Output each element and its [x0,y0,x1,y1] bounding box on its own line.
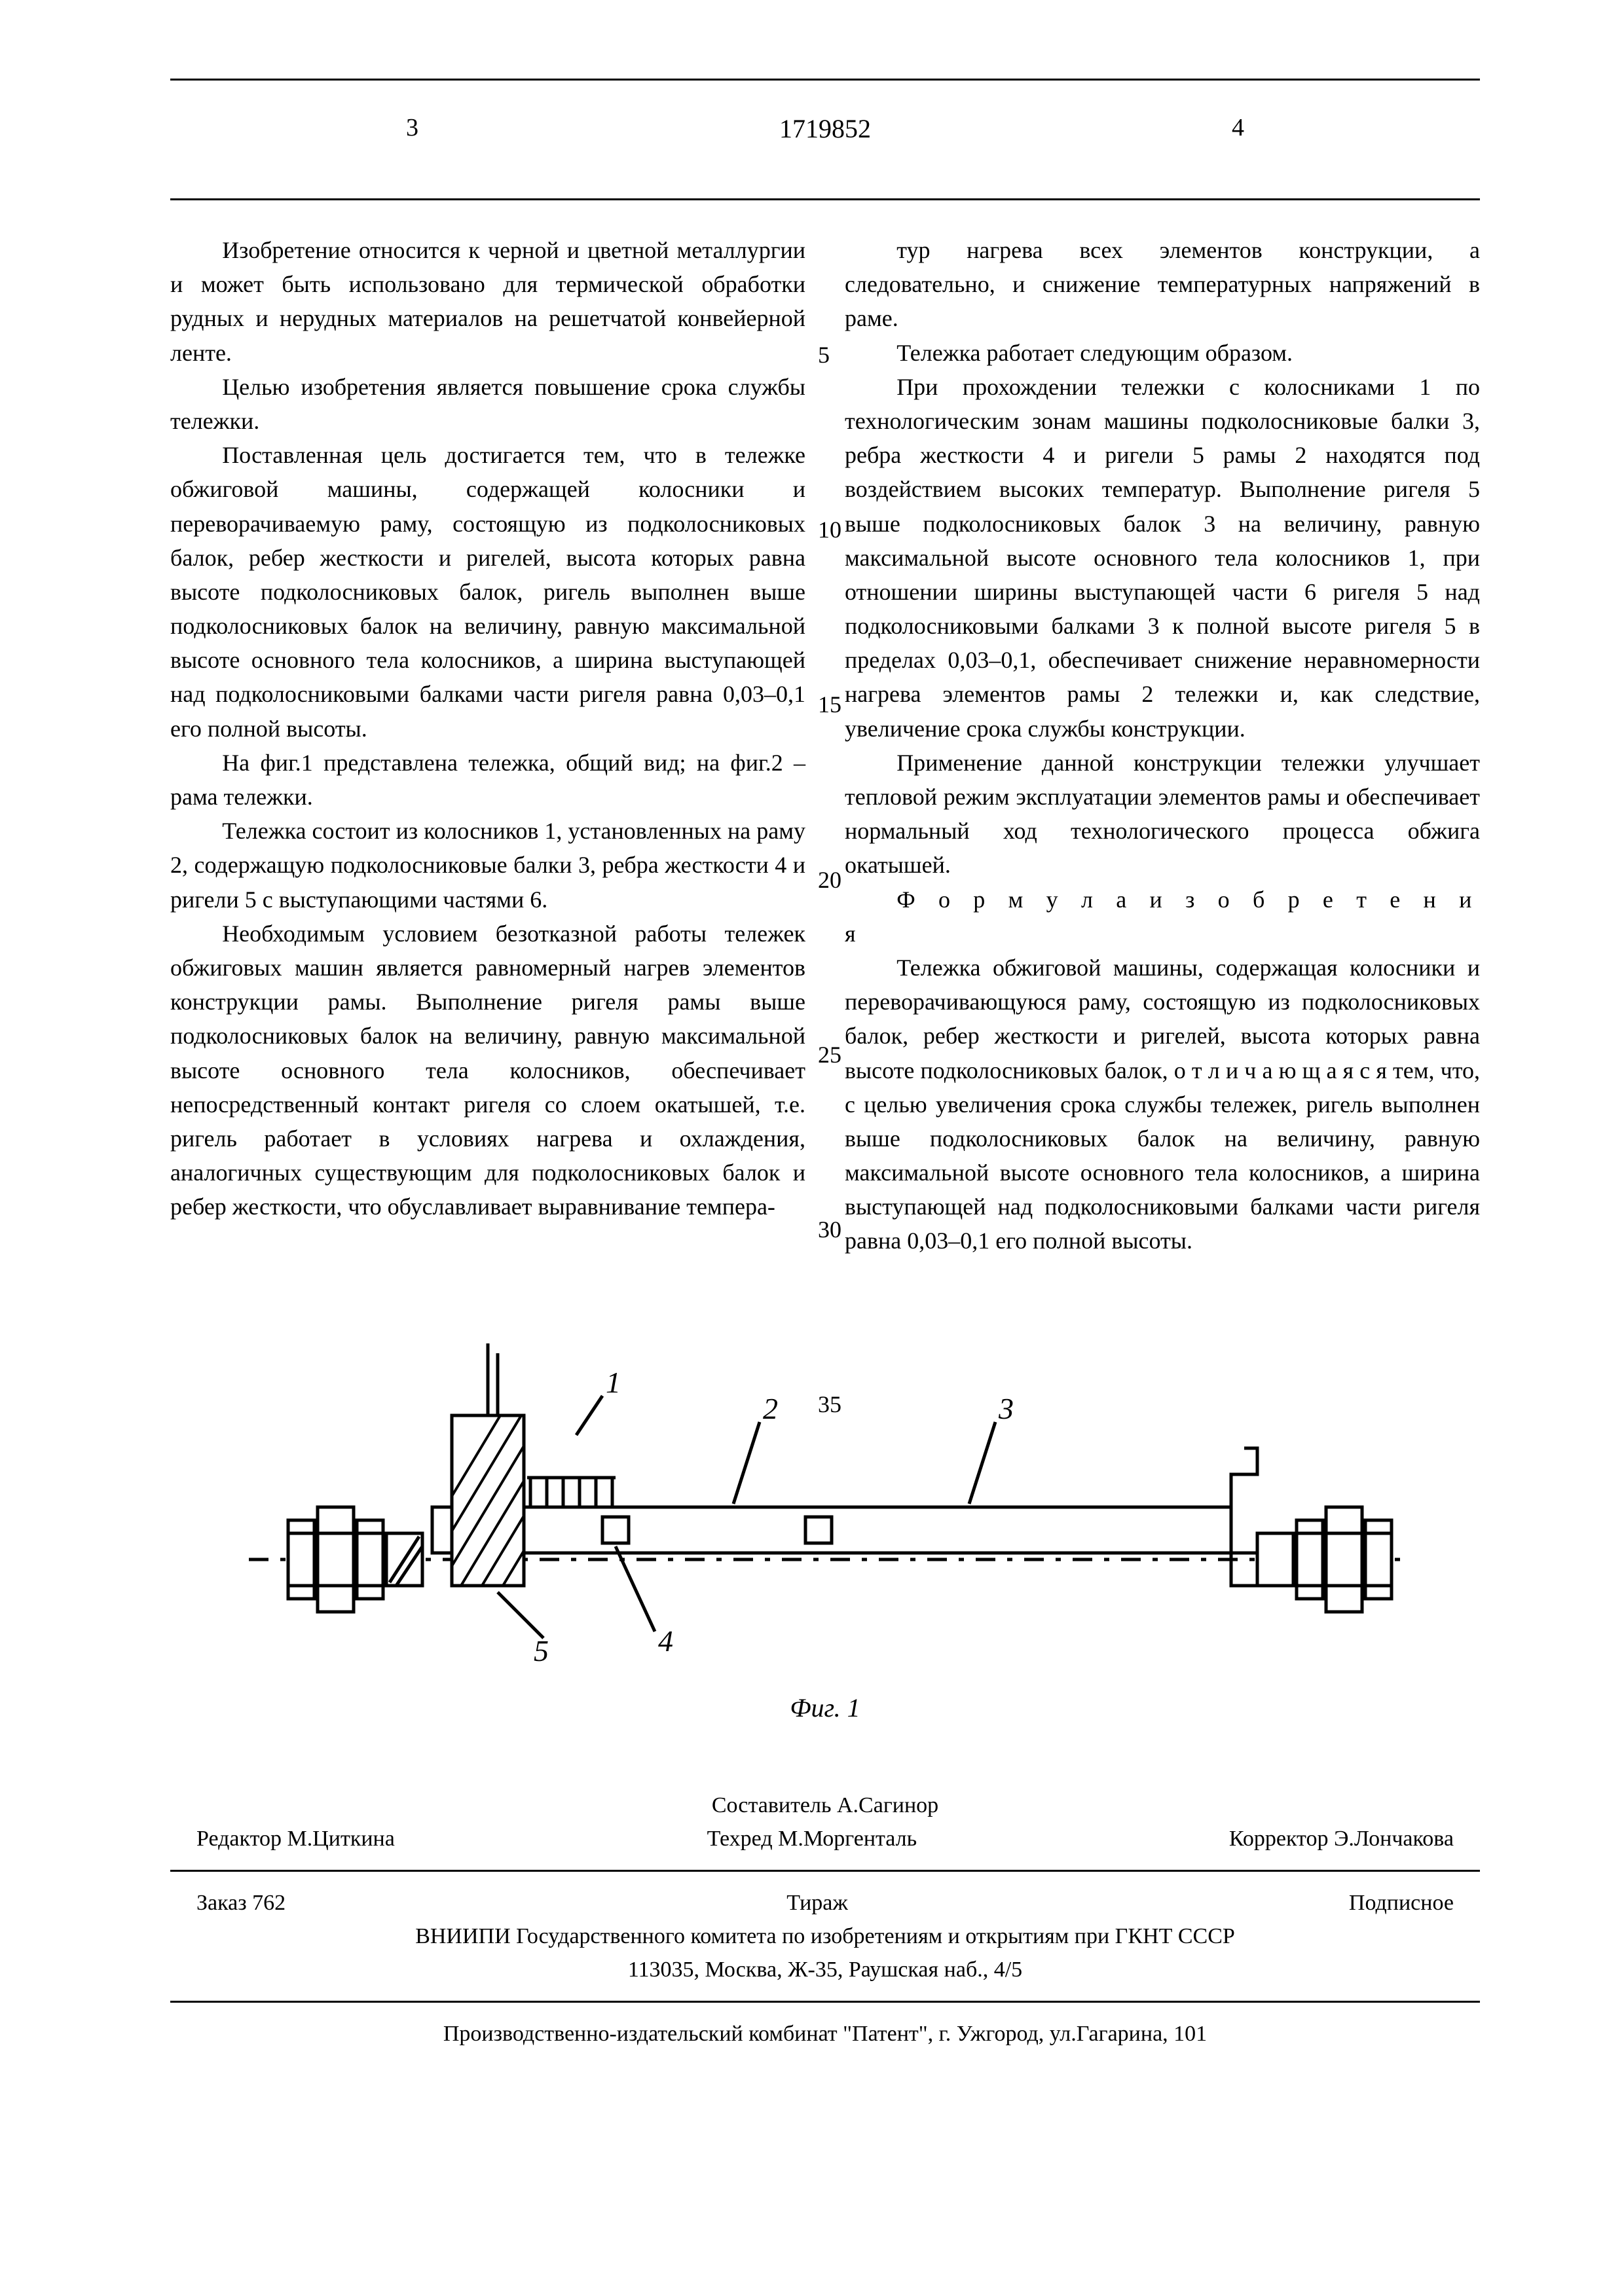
line-numbers-left: 5 10 15 20 25 30 35 [818,233,841,1421]
colophon: Составитель А.Сагинор Редактор М.Циткина… [170,1789,1480,2050]
fig-label-4: 4 [658,1624,673,1658]
tirazh: Тираж [786,1886,848,1920]
paragraph: Тележка состоит из колосников 1, установ… [170,814,805,917]
line-number: 5 [818,338,841,372]
line-number: 10 [818,513,841,547]
paragraph: Применение данной конструкции тележки ул… [845,746,1480,883]
fig-label-1: 1 [606,1366,621,1399]
grate-bars [527,1478,616,1507]
left-wheelset [288,1507,422,1612]
right-column: тур нагрева всех элементов конструкции, … [845,233,1480,1258]
figure-caption: Фиг. 1 [170,1692,1480,1723]
right-wheelset [1257,1507,1392,1612]
composer: Составитель А.Сагинор [170,1789,1480,1822]
page-number-right: 4 [1232,113,1244,142]
header-rule [170,198,1480,200]
line-number: 25 [818,1038,841,1072]
printer: Производственно-издательский комбинат "П… [170,2017,1480,2050]
tech: Техред М.Моргенталь [707,1822,917,1855]
fig-label-3: 3 [998,1392,1014,1425]
paragraph: Изобретение относится к черной и цветной… [170,233,805,370]
page-number-left: 3 [406,113,418,142]
line-number: 30 [818,1212,841,1247]
line-number: 15 [818,687,841,721]
patent-number: 1719852 [779,113,871,144]
paragraph: Поставленная цель достигается тем, что в… [170,438,805,746]
divider [170,1870,1480,1872]
paragraph: Целью изобретения является повышение сро… [170,370,805,438]
paragraph: Необходимым условием безотказной работы … [170,917,805,1224]
paragraph: тур нагрева всех элементов конструкции, … [845,233,1480,336]
paragraph: На фиг.1 представлена тележка, общий вид… [170,746,805,814]
corrector: Корректор Э.Лончакова [1229,1822,1454,1855]
line-number: 20 [818,863,841,897]
paragraph: Тележка работает следующим образом. [845,336,1480,370]
claim-paragraph: Тележка обжиговой машины, содержащая кол… [845,951,1480,1258]
line-number: 35 [818,1387,841,1421]
top-rule [170,79,1480,81]
address: 113035, Москва, Ж-35, Раушская наб., 4/5 [170,1953,1480,1986]
fig-label-2: 2 [763,1392,778,1425]
left-column: Изобретение относится к черной и цветной… [170,233,805,1258]
page-header: 3 1719852 4 [170,113,1480,172]
divider [170,2001,1480,2003]
claim-heading: Ф о р м у л а и з о б р е т е н и я [845,883,1480,951]
text-columns: Изобретение относится к черной и цветной… [170,233,1480,1258]
editor: Редактор М.Циткина [196,1822,395,1855]
subscription: Подписное [1349,1886,1454,1920]
fig-label-5: 5 [534,1634,549,1667]
paragraph: При прохождении тележки с колосниками 1 … [845,370,1480,746]
vniipi: ВНИИПИ Государственного комитета по изоб… [170,1920,1480,1953]
patent-page: 3 1719852 4 Изобретение относится к черн… [0,0,1624,2296]
order: Заказ 762 [196,1886,286,1920]
